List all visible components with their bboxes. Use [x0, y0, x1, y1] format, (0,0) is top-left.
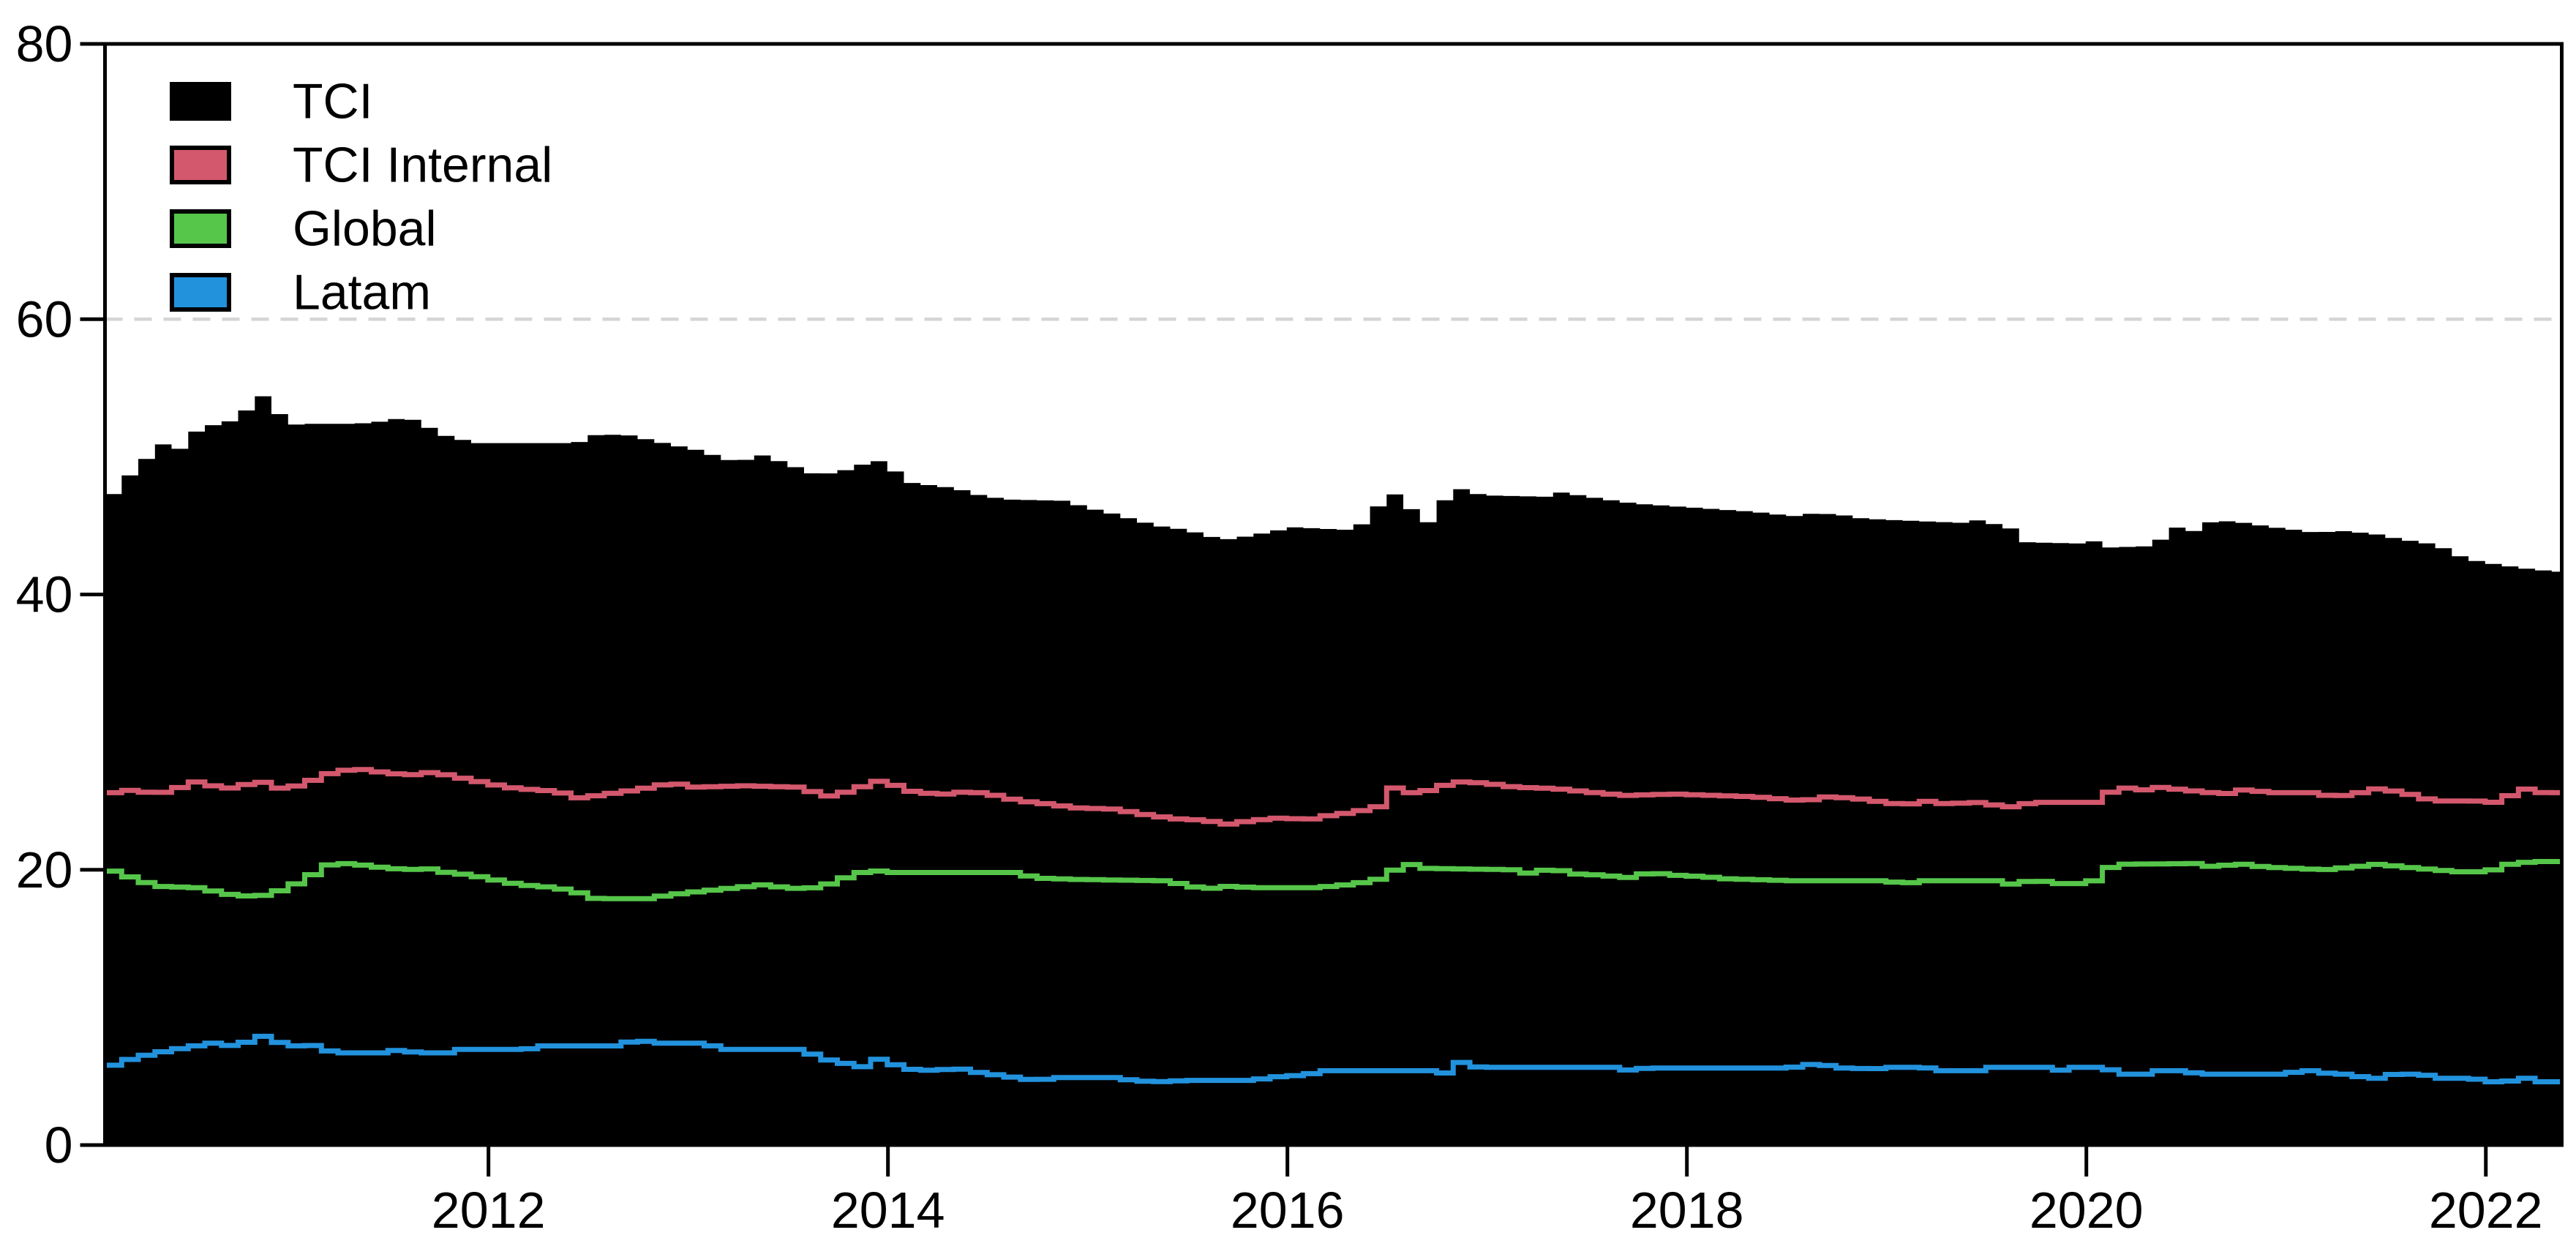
legend-label-latam: Latam: [293, 265, 431, 320]
x-tick-label: 2012: [432, 1182, 546, 1239]
legend-swatch-global: [170, 209, 231, 248]
legend-label-tci-internal: TCI Internal: [293, 138, 552, 193]
latam-line: [105, 1033, 2562, 1084]
tci-area: [105, 396, 2562, 1145]
legend-swatch-tci-internal: [170, 146, 231, 184]
y-tick-label: 20: [16, 841, 73, 898]
legend-label-global: Global: [293, 201, 437, 257]
legend: TCI TCI Internal Global Latam: [170, 74, 552, 320]
legend-swatch-tci: [170, 82, 231, 121]
tci-internal-line: [105, 767, 2562, 827]
x-tick-label: 2022: [2429, 1182, 2543, 1239]
x-tick-label: 2020: [2029, 1182, 2144, 1239]
x-tick-label: 2018: [1630, 1182, 1744, 1239]
x-tick-label: 2016: [1231, 1182, 1345, 1239]
y-tick-label: 40: [16, 566, 73, 623]
y-tick-label: 0: [45, 1117, 73, 1174]
x-tick-label: 2014: [831, 1182, 945, 1239]
legend-swatch-latam: [170, 273, 231, 312]
legend-label-tci: TCI: [293, 74, 373, 130]
y-tick-label: 80: [16, 15, 73, 72]
global-line: [105, 859, 2562, 901]
y-tick-label: 60: [16, 290, 73, 348]
